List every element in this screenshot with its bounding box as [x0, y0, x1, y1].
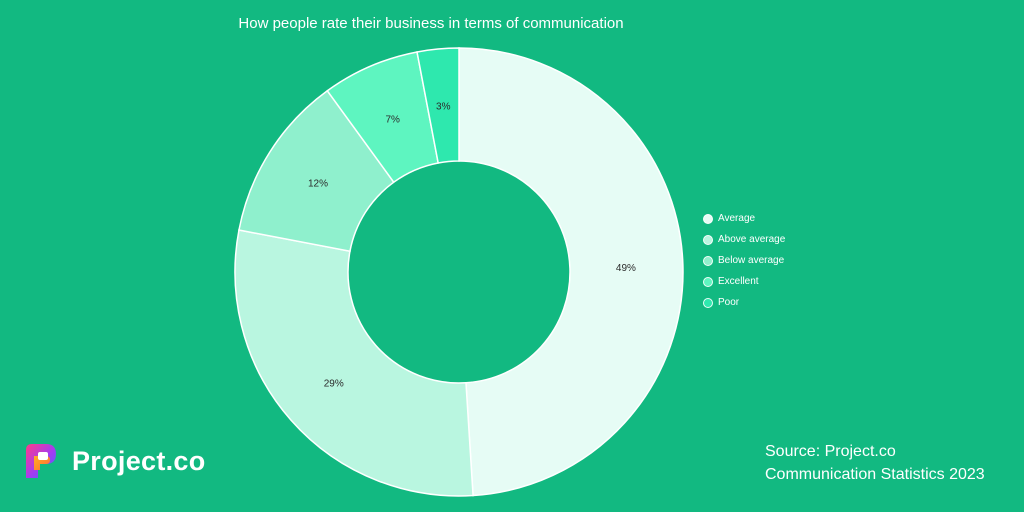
- legend-item-excellent[interactable]: Excellent: [703, 271, 785, 292]
- legend-item-poor[interactable]: Poor: [703, 292, 785, 313]
- legend-item-above-average[interactable]: Above average: [703, 229, 785, 250]
- project-co-logo-icon: [26, 444, 56, 478]
- legend-swatch: [703, 255, 713, 266]
- logo-wordmark: Project.co: [72, 445, 206, 476]
- legend-label: Poor: [718, 297, 740, 308]
- legend-item-below-average[interactable]: Below average: [703, 250, 785, 271]
- legend-item-average[interactable]: Average: [703, 208, 785, 229]
- slice-label-poor: 3%: [436, 102, 451, 113]
- slice-poor[interactable]: [416, 47, 460, 164]
- source-line-1: Source: Project.co: [765, 443, 896, 460]
- slice-label-excellent: 7%: [385, 115, 400, 126]
- slice-average[interactable]: [458, 47, 684, 497]
- legend-label: Below average: [718, 255, 785, 266]
- slice-label-below-average: 12%: [308, 179, 328, 190]
- slice-above-average[interactable]: [234, 229, 474, 497]
- source-line-2: Communication Statistics 2023: [765, 466, 985, 483]
- chart-title: How people rate their business in terms …: [238, 15, 624, 32]
- legend-swatch: [703, 297, 713, 308]
- legend-swatch: [703, 213, 713, 224]
- slice-label-above-average: 29%: [324, 378, 344, 389]
- source-note: Source: Project.co Communication Statist…: [765, 440, 985, 486]
- legend-label: Excellent: [718, 276, 759, 287]
- legend-swatch: [703, 276, 713, 287]
- legend-swatch: [703, 234, 713, 245]
- legend-label: Above average: [718, 234, 786, 245]
- chart-legend: Average Above average Below average Excelle…: [703, 208, 785, 313]
- legend-label: Average: [718, 213, 756, 224]
- slice-label-average: 49%: [616, 263, 636, 274]
- project-co-logo[interactable]: Project.co: [22, 440, 206, 482]
